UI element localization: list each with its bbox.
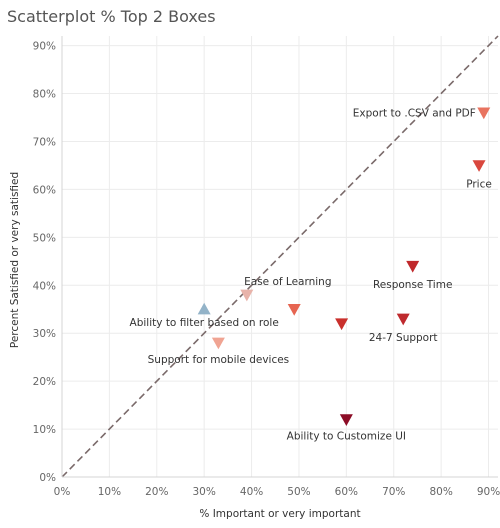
x-axis-title: % Important or very important xyxy=(199,508,360,520)
data-point xyxy=(197,302,211,315)
data-point xyxy=(406,260,420,273)
y-tick-label: 10% xyxy=(33,424,56,436)
data-point xyxy=(287,304,301,316)
chart-title: Scatterplot % Top 2 Boxes xyxy=(7,7,216,26)
point-labels-group: Export to .CSV and PDF Price Response Time… xyxy=(130,108,492,443)
y-tick-label: 30% xyxy=(33,328,56,340)
data-point xyxy=(339,414,353,426)
y-tick-label: 70% xyxy=(33,136,56,148)
point-label: Support for mobile devices xyxy=(148,354,290,366)
data-point xyxy=(240,289,254,302)
point-label: Ease of Learning xyxy=(244,276,331,288)
reference-line xyxy=(61,35,499,478)
data-point xyxy=(472,160,486,172)
point-label: Ability to filter based on role xyxy=(130,317,279,329)
points-group xyxy=(197,107,491,426)
x-tick-label: 40% xyxy=(240,486,263,498)
x-tick-label: 30% xyxy=(193,486,216,498)
x-tick-label: 60% xyxy=(335,486,358,498)
data-point xyxy=(477,107,491,120)
point-label: Ability to Customize UI xyxy=(287,430,406,442)
x-tick-label: 70% xyxy=(382,486,405,498)
point-label: 24-7 Support xyxy=(369,332,438,344)
y-tick-label: 80% xyxy=(33,89,56,101)
y-tick-label: 90% xyxy=(33,41,56,53)
y-tick-label: 60% xyxy=(33,184,56,196)
x-tick-label: 0% xyxy=(54,486,71,498)
x-tick-label: 50% xyxy=(287,486,310,498)
x-tick-label: 90% xyxy=(477,486,500,498)
point-label: Price xyxy=(466,178,492,190)
point-label: Response Time xyxy=(373,279,452,291)
x-axis-ticks: 0% 10% 20% 30% 40% 50% 60% 70% 80% 90% xyxy=(54,486,500,498)
x-tick-label: 10% xyxy=(98,486,121,498)
data-point xyxy=(396,313,410,326)
reference-line-group xyxy=(61,35,499,478)
data-point xyxy=(335,318,349,331)
axes xyxy=(61,36,498,478)
y-axis-ticks: 0% 10% 20% 30% 40% 50% 60% 70% 80% 90% xyxy=(33,41,56,484)
y-tick-label: 40% xyxy=(33,280,56,292)
y-tick-label: 20% xyxy=(33,376,56,388)
y-axis-title: Percent Satisfied or very satisfied xyxy=(9,172,21,348)
y-tick-label: 0% xyxy=(39,472,56,484)
y-tick-label: 50% xyxy=(33,232,56,244)
x-tick-label: 20% xyxy=(145,486,168,498)
point-label: Export to .CSV and PDF xyxy=(353,108,476,120)
data-point xyxy=(211,337,225,350)
x-tick-label: 80% xyxy=(429,486,452,498)
